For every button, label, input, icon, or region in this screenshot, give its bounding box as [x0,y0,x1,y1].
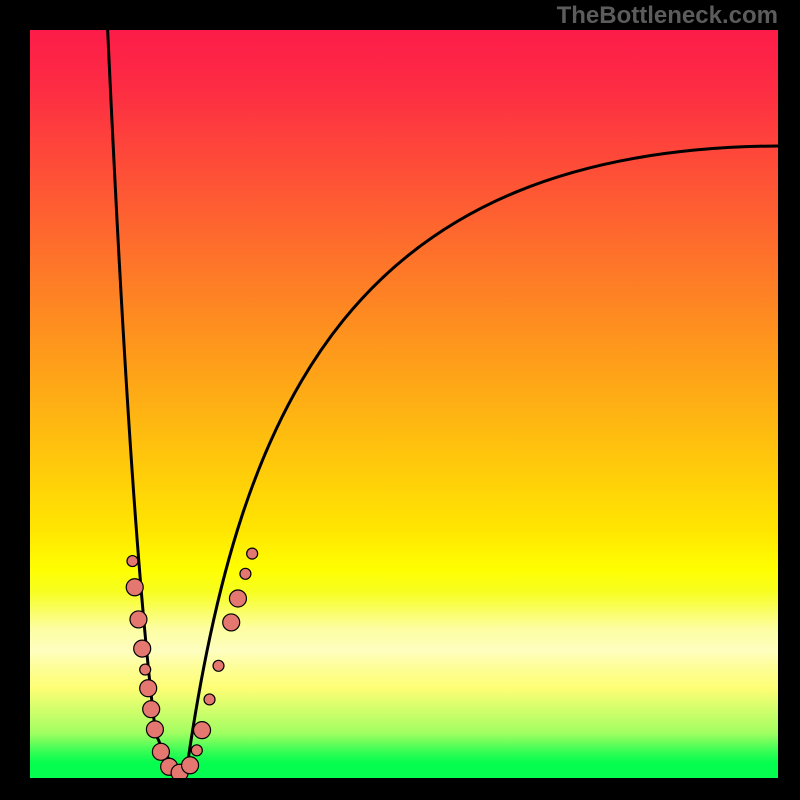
border-left [0,0,30,800]
data-point [247,548,258,559]
data-point [240,568,251,579]
chart-frame: TheBottleneck.com [0,0,800,800]
data-point [143,701,160,718]
border-bottom [0,778,800,800]
plot-area [30,30,778,778]
data-point [140,680,157,697]
data-point [140,664,151,675]
credit-text: TheBottleneck.com [557,2,778,30]
data-point [223,614,240,631]
data-point [134,640,151,657]
data-point [213,660,224,671]
bottleneck-curve [106,30,778,768]
data-point [182,757,199,774]
data-point [130,611,147,628]
curve-layer [30,30,778,778]
data-point [194,722,211,739]
data-point [127,556,138,567]
data-point [126,579,143,596]
data-point [229,590,246,607]
data-point [152,743,169,760]
border-right [778,0,800,800]
data-point [191,745,202,756]
data-point [204,694,215,705]
data-point [146,721,163,738]
